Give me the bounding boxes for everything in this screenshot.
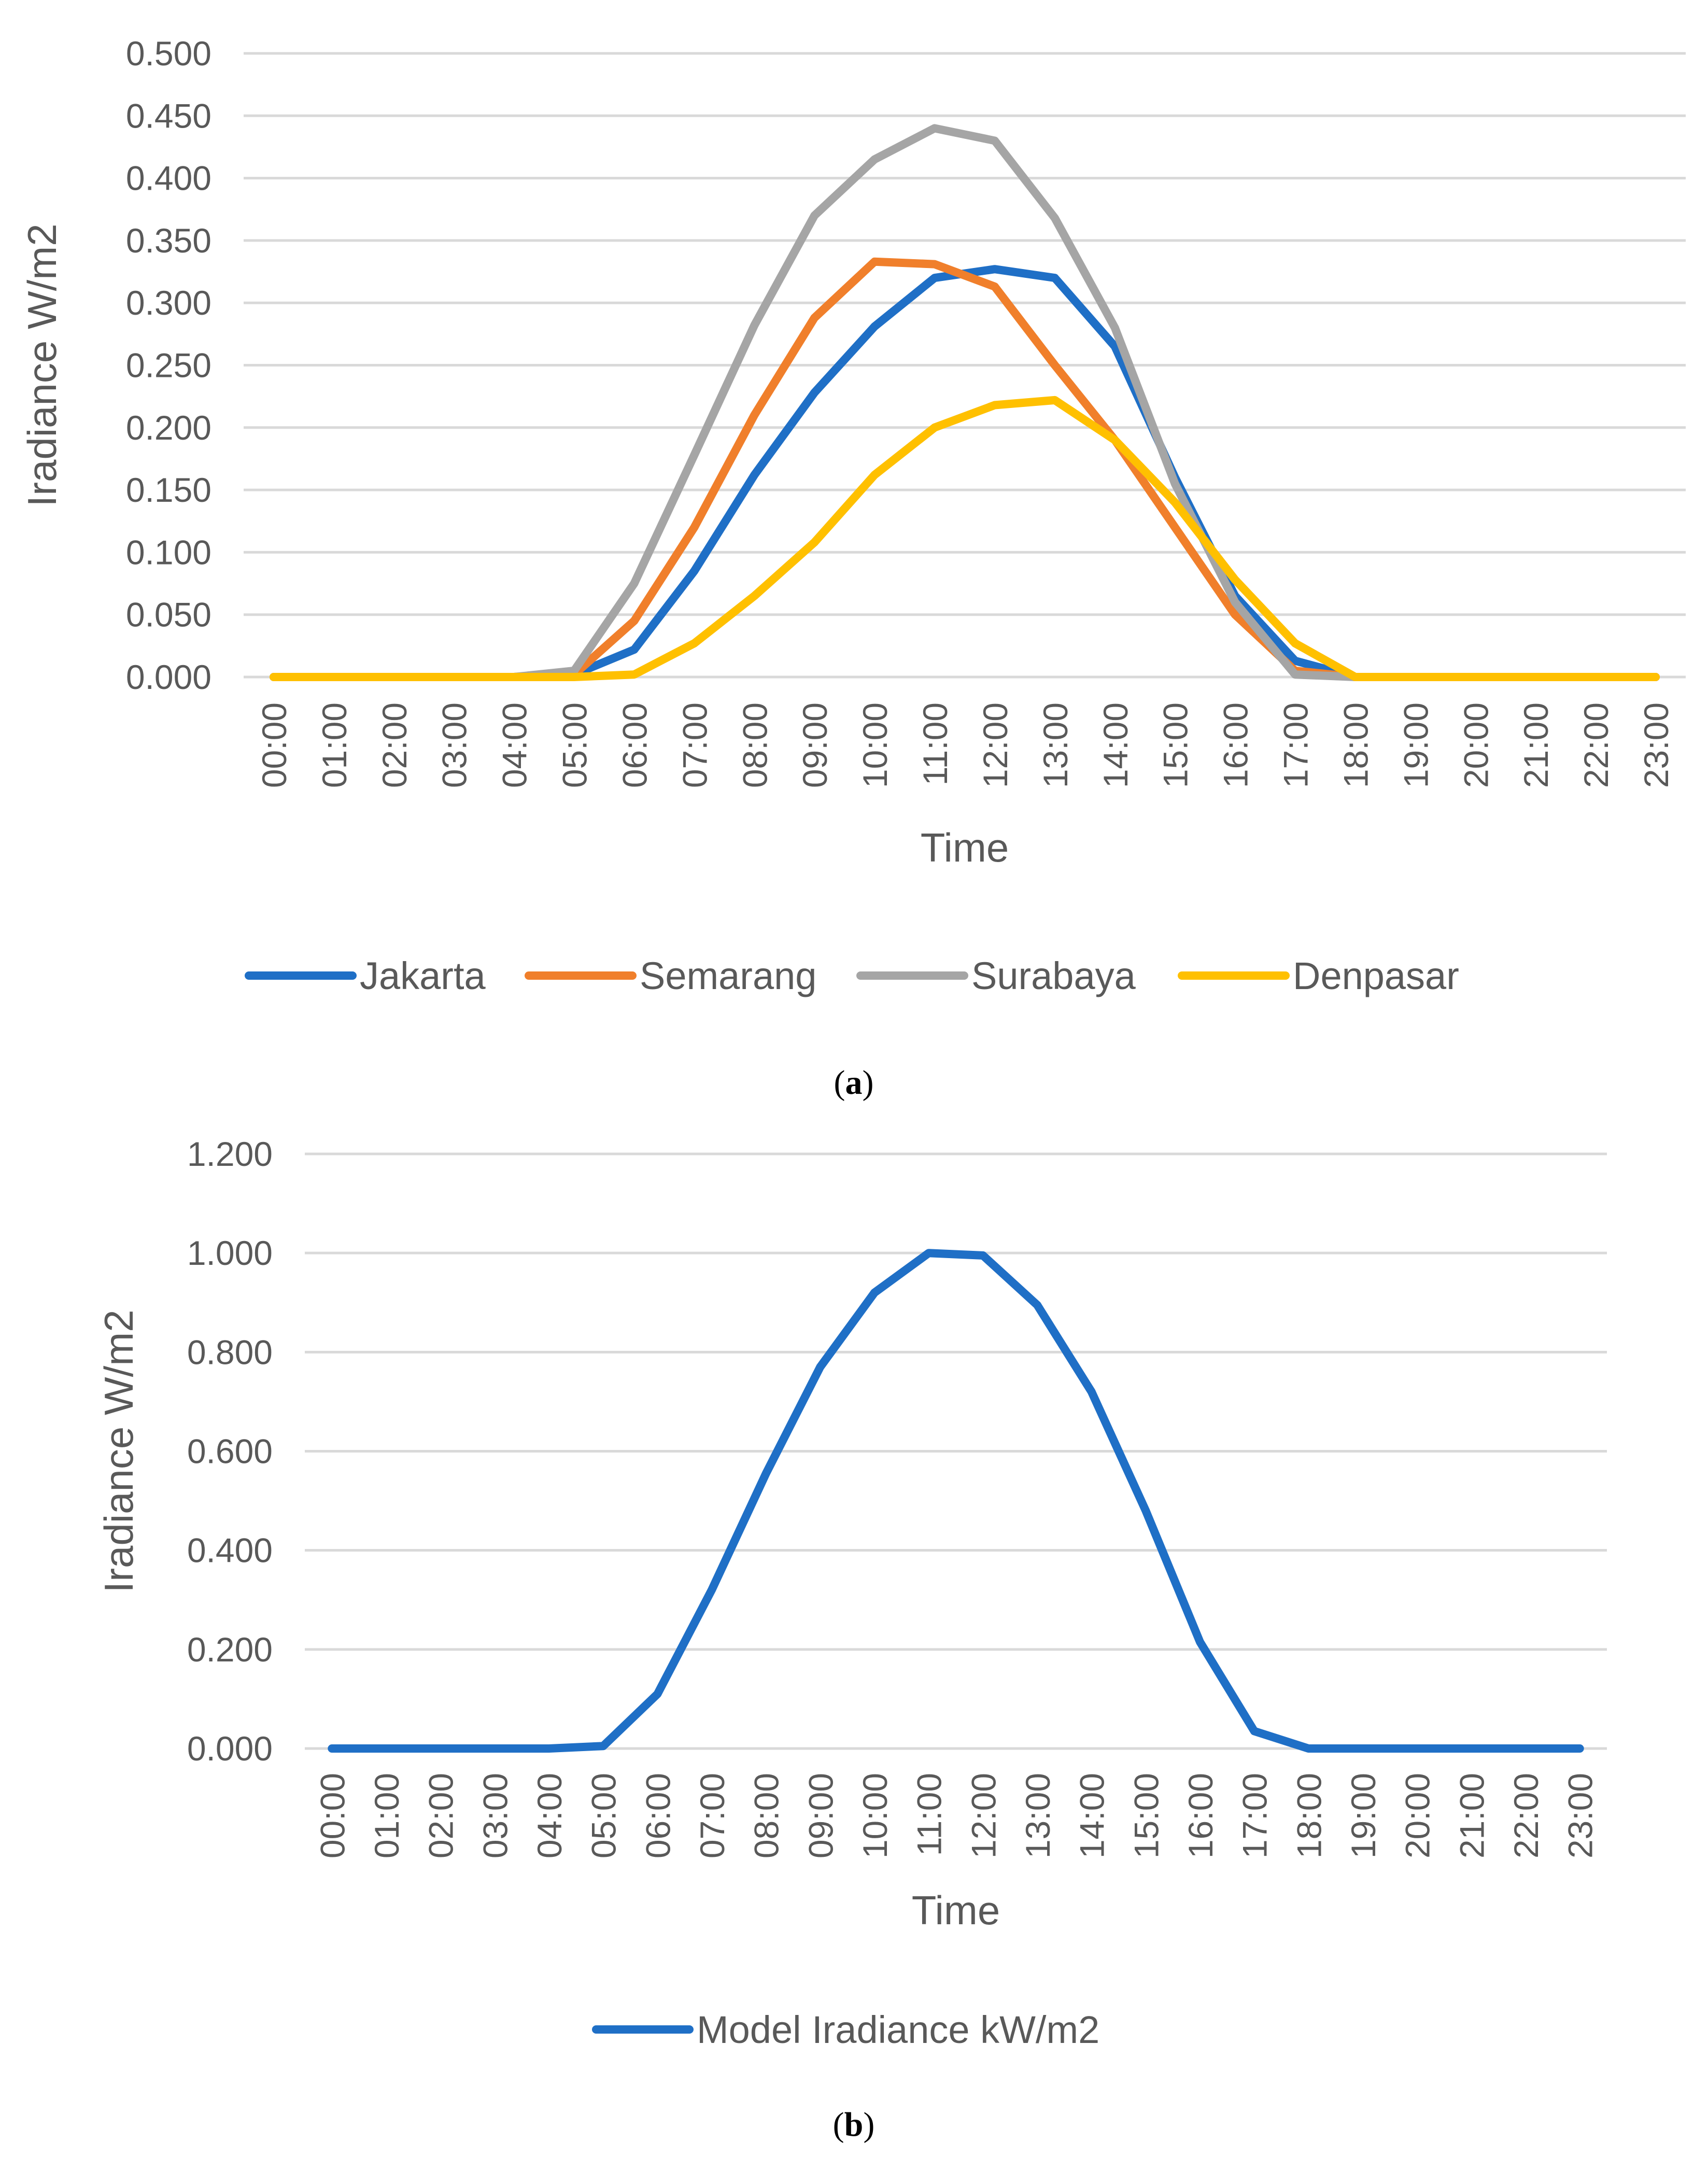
- y-tick-label: 0.500: [126, 34, 211, 73]
- panel-label: (a): [834, 1064, 874, 1102]
- x-tick-label: 14:00: [1096, 702, 1135, 788]
- x-tick-label: 10:00: [856, 702, 894, 788]
- x-tick-label: 20:00: [1399, 1773, 1437, 1858]
- series-line-surabaya: [270, 124, 1660, 681]
- x-tick-label: 08:00: [736, 702, 774, 788]
- y-tick-label: 0.200: [187, 1630, 273, 1669]
- x-tick-label: 12:00: [976, 702, 1014, 788]
- x-tick-label: 15:00: [1127, 1773, 1165, 1858]
- chart-b: 0.000 0.200 0.400 0.600 0.800 1.000 1.200 00:00…: [96, 1135, 1607, 2144]
- x-tick-label: 05:00: [556, 702, 594, 788]
- y-tick-label: 0.800: [187, 1333, 273, 1371]
- x-tick-label: 02:00: [422, 1773, 460, 1858]
- x-tick-label: 21:00: [1517, 702, 1555, 788]
- legend-label: Surabaya: [971, 954, 1136, 997]
- x-tick-label: 20:00: [1457, 702, 1495, 788]
- legend-label: Denpasar: [1293, 954, 1459, 997]
- x-tick-label: 18:00: [1290, 1773, 1328, 1858]
- x-axis-title: Time: [921, 825, 1009, 870]
- x-tick-label: 14:00: [1073, 1773, 1111, 1858]
- x-tick-label: 13:00: [1036, 702, 1075, 788]
- y-tick-label: 0.400: [126, 159, 211, 198]
- y-tick-label: 0.350: [126, 221, 211, 260]
- x-tick-label: 23:00: [1637, 702, 1675, 788]
- series-line-model-iradiance-kw-m2: [328, 1249, 1584, 1753]
- x-tick-label: 05:00: [585, 1773, 623, 1858]
- x-tick-label: 15:00: [1156, 702, 1195, 788]
- y-tick-label: 1.000: [187, 1234, 273, 1272]
- x-tick-label: 11:00: [910, 1773, 949, 1856]
- x-tick-label: 04:00: [496, 702, 534, 788]
- x-tick-label: 06:00: [639, 1773, 677, 1858]
- y-tick-label: 0.300: [126, 284, 211, 322]
- x-tick-label: 02:00: [375, 702, 414, 788]
- y-tick-label: 0.250: [126, 346, 211, 385]
- panel-label: (b): [833, 2106, 875, 2144]
- x-tick-label: 03:00: [435, 702, 474, 788]
- x-tick-label: 16:00: [1181, 1773, 1220, 1858]
- x-tick-label: 00:00: [313, 1773, 351, 1858]
- x-tick-label: 12:00: [964, 1773, 1003, 1858]
- x-tick-label: 11:00: [916, 702, 954, 785]
- x-tick-label: 19:00: [1396, 702, 1435, 788]
- x-tick-label: 00:00: [255, 702, 293, 788]
- y-axis-title: Iradiance W/m2: [96, 1309, 142, 1592]
- legend-label: Jakarta: [360, 954, 486, 997]
- y-tick-label: 0.050: [126, 596, 211, 634]
- x-tick-label: 07:00: [675, 702, 714, 788]
- x-tick-label: 22:00: [1577, 702, 1615, 788]
- y-axis-title: Iradiance W/m2: [19, 223, 65, 506]
- x-axis-title: Time: [912, 1887, 1000, 1933]
- legend-label: Semarang: [640, 954, 816, 997]
- x-tick-label: 06:00: [615, 702, 654, 788]
- y-tick-label: 0.450: [126, 96, 211, 135]
- y-tick-label: 0.100: [126, 533, 211, 571]
- chart-a: 0.000 0.050 0.100 0.150 0.200 0.250 0.300 0.350…: [19, 34, 1686, 1102]
- x-tick-label: 01:00: [368, 1773, 406, 1858]
- y-tick-label: 0.000: [126, 658, 211, 696]
- x-tick-label: 08:00: [747, 1773, 786, 1858]
- x-tick-label: 18:00: [1336, 702, 1375, 788]
- y-tick-label: 0.400: [187, 1531, 273, 1570]
- x-tick-label: 13:00: [1019, 1773, 1057, 1858]
- x-tick-label: 10:00: [856, 1773, 894, 1858]
- y-tick-label: 0.200: [126, 408, 211, 447]
- y-tick-label: 0.600: [187, 1432, 273, 1471]
- x-tick-label: 04:00: [530, 1773, 569, 1858]
- x-tick-label: 03:00: [476, 1773, 514, 1858]
- series-line-denpasar: [270, 396, 1660, 681]
- x-tick-label: 01:00: [315, 702, 354, 788]
- x-tick-label: 23:00: [1561, 1773, 1600, 1858]
- x-tick-label: 16:00: [1217, 702, 1255, 788]
- x-tick-label: 17:00: [1277, 702, 1315, 788]
- x-tick-label: 17:00: [1236, 1773, 1274, 1858]
- x-tick-label: 09:00: [796, 702, 834, 788]
- y-tick-label: 0.000: [187, 1729, 273, 1768]
- x-tick-label: 07:00: [693, 1773, 731, 1858]
- legend-label: Model Iradiance kW/m2: [697, 2008, 1099, 2051]
- x-tick-label: 21:00: [1452, 1773, 1491, 1858]
- y-tick-label: 1.200: [187, 1135, 273, 1173]
- x-tick-label: 09:00: [801, 1773, 840, 1858]
- x-tick-label: 22:00: [1507, 1773, 1545, 1858]
- x-tick-label: 19:00: [1344, 1773, 1382, 1858]
- y-tick-label: 0.150: [126, 471, 211, 509]
